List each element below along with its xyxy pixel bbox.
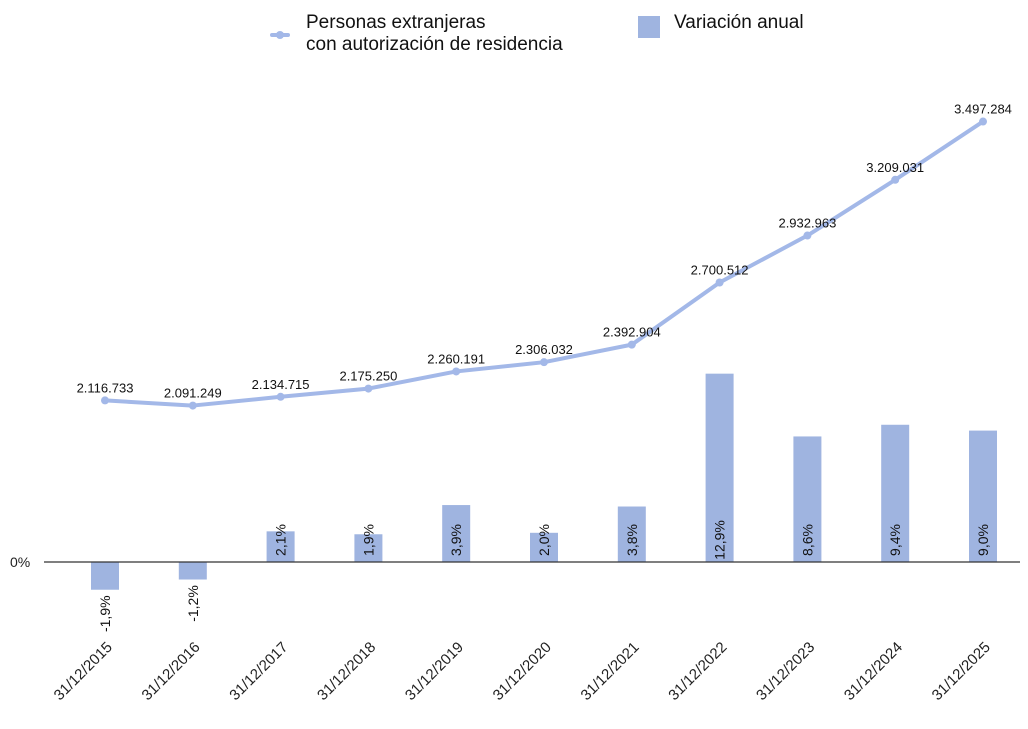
bar-value-label-10: 9,0% <box>975 524 991 556</box>
legend-bar-swatch <box>638 16 660 38</box>
x-tick-label-2: 31/12/2017 <box>226 639 291 704</box>
bar-10 <box>969 430 997 562</box>
line-value-label-7: 2.700.512 <box>691 262 749 277</box>
line-point-10 <box>979 117 987 126</box>
x-tick-label-0: 31/12/2015 <box>51 639 116 704</box>
bar-value-label-8: 8,6% <box>799 524 815 556</box>
bar-value-label-7: 12,9% <box>712 520 728 560</box>
line-value-label-1: 2.091.249 <box>164 386 222 401</box>
bar-value-label-2: 2,1% <box>273 524 289 556</box>
bar-6 <box>617 506 646 562</box>
x-tick-label-6: 31/12/2021 <box>578 639 643 704</box>
line-value-label-9: 3.209.031 <box>866 160 924 175</box>
x-tick-label-10: 31/12/2025 <box>929 639 994 704</box>
bar-value-label-0: -1,9% <box>97 595 113 632</box>
line-value-label-3: 2.175.250 <box>339 369 397 384</box>
bar-value-label-1: -1,2% <box>185 585 201 622</box>
line-point-3 <box>364 384 373 393</box>
legend-item-line: Personas extranjeras con autorización de… <box>270 12 563 56</box>
bar-2 <box>266 531 295 562</box>
y-axis-zero-label: 0% <box>10 554 30 570</box>
bar-value-label-6: 3,8% <box>624 524 640 556</box>
x-tick-label-5: 31/12/2020 <box>490 639 555 704</box>
line-point-9 <box>891 175 900 184</box>
bar-1 <box>178 562 207 580</box>
bar-value-label-5: 2,0% <box>536 524 552 556</box>
x-tick-label-3: 31/12/2018 <box>314 639 379 704</box>
line-value-label-4: 2.260.191 <box>427 351 485 366</box>
legend-item-bar: Variación anual <box>638 12 804 38</box>
line-point-5 <box>540 358 548 367</box>
bar-3 <box>354 534 383 562</box>
x-tick-label-4: 31/12/2019 <box>402 639 467 704</box>
line-point-0 <box>101 396 109 405</box>
x-tick-label-9: 31/12/2024 <box>841 639 906 704</box>
legend-line-label-2: con autorización de residencia <box>306 34 563 55</box>
bar-9 <box>881 424 910 562</box>
line-point-1 <box>188 401 197 410</box>
line-value-label-10: 3.497.284 <box>954 102 1012 117</box>
line-value-label-5: 2.306.032 <box>515 342 573 357</box>
x-tick-label-1: 31/12/2016 <box>139 639 204 704</box>
bar-value-label-3: 1,9% <box>360 524 376 556</box>
line-point-6 <box>627 340 636 349</box>
line-value-label-0: 2.116.733 <box>77 380 134 395</box>
legend-bar-label: Variación anual <box>674 12 804 33</box>
line-point-2 <box>276 392 285 401</box>
x-tick-label-8: 31/12/2023 <box>753 639 818 704</box>
bar-0 <box>91 562 119 590</box>
bar-5 <box>530 532 558 562</box>
x-tick-label-7: 31/12/2022 <box>665 639 730 704</box>
line-point-8 <box>803 231 812 240</box>
bar-7 <box>705 373 734 562</box>
bar-value-label-4: 3,9% <box>448 524 464 556</box>
line-point-7 <box>715 278 724 287</box>
bar-8 <box>793 436 822 562</box>
legend-line-swatch <box>270 31 290 39</box>
legend-line-label-1: Personas extranjeras <box>306 12 486 33</box>
line-value-label-8: 2.932.963 <box>778 216 836 231</box>
line-value-label-6: 2.392.904 <box>603 325 661 340</box>
line-value-label-2: 2.134.715 <box>252 377 310 392</box>
bar-4 <box>442 505 471 562</box>
line-point-4 <box>452 367 461 376</box>
bar-value-label-9: 9,4% <box>887 524 903 556</box>
